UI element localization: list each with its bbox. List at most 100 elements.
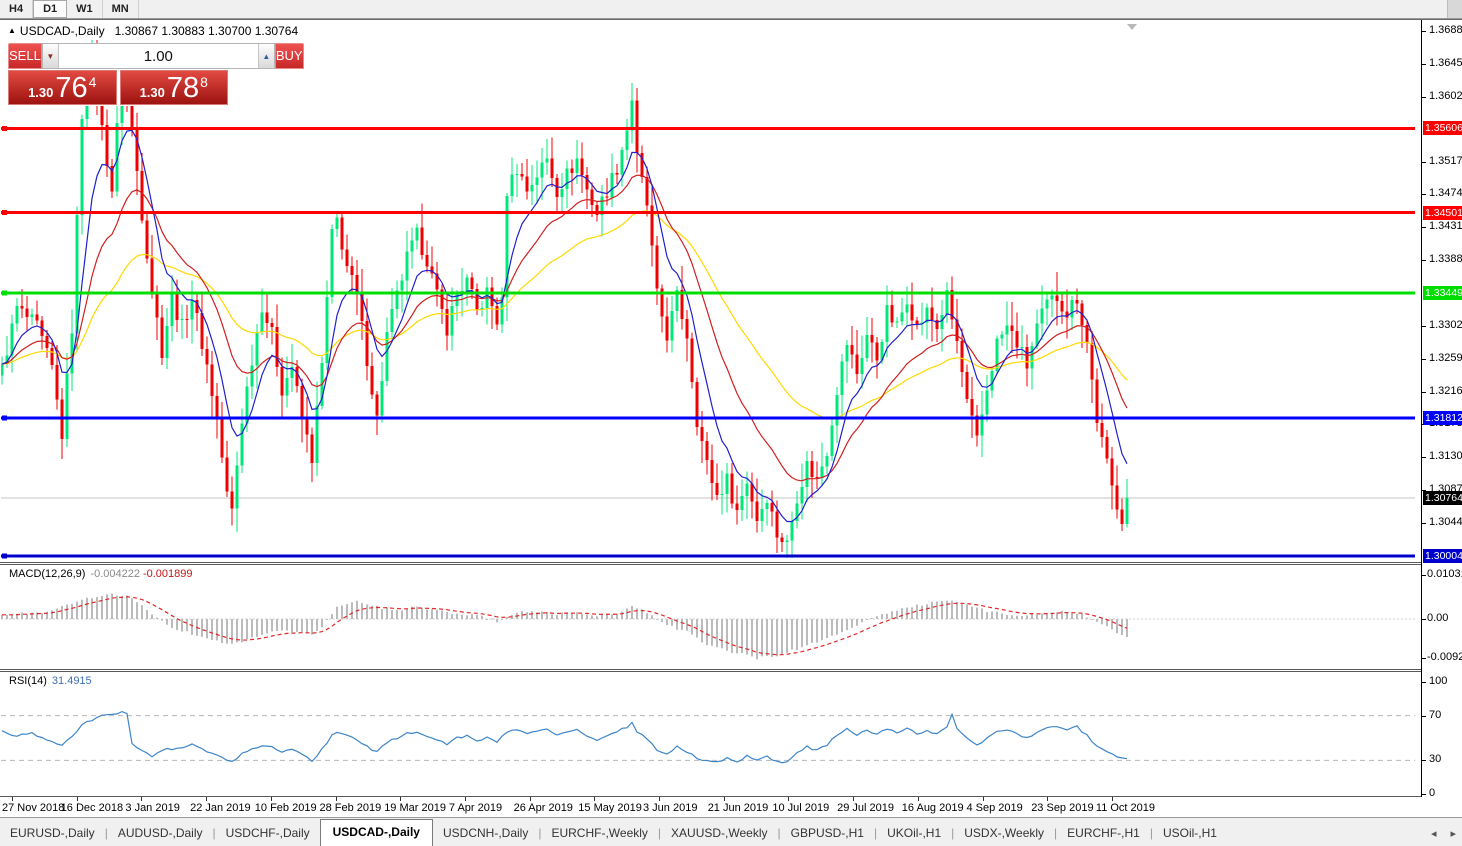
pane-separator[interactable] [0, 562, 1421, 563]
chart-tab-usdcad-daily[interactable]: USDCAD-,Daily [319, 819, 433, 846]
level-price-label: 1.35606 [1423, 121, 1462, 136]
date-label: 15 May 2019 [578, 802, 642, 814]
price-axis[interactable]: 1.36880 1.36450 1.36020 1.35170 1.34740 1.343… [1421, 20, 1462, 797]
date-tick [206, 797, 208, 801]
price-tick-label: 1.36020 [1429, 89, 1462, 102]
sell-price-big: 76 [55, 72, 88, 104]
date-label: 27 Nov 2018 [2, 802, 65, 814]
chart-tab-usdx-weekly[interactable]: USDX-,Weekly [964, 826, 1045, 840]
date-axis[interactable]: 27 Nov 2018 16 Dec 2018 3 Jan 2019 22 Jan 2… [1, 797, 1421, 818]
up-arrow-icon: ▲ [262, 51, 271, 61]
date-tick [1111, 797, 1113, 801]
chart-title: ▲ USDCAD-,Daily 1.30867 1.30883 1.30700 1.… [8, 24, 438, 40]
chart-tab-eurusd-daily[interactable]: EURUSD-,Daily [10, 826, 95, 840]
date-label: 11 Oct 2019 [1095, 802, 1156, 814]
date-tick [917, 797, 919, 801]
volume-decrease-button[interactable]: ▼ [42, 44, 59, 68]
toolbar-corner [1447, 0, 1462, 18]
macd-main-value: -0.004222 [90, 568, 140, 580]
level-price-label: 1.34501 [1423, 205, 1462, 220]
price-tick-label: 1.35170 [1429, 154, 1462, 167]
pane-separator[interactable] [0, 669, 1421, 670]
buy-price-big: 78 [166, 72, 200, 104]
chart-tab-xauusd-weekly[interactable]: XAUUSD-,Weekly [671, 826, 768, 840]
collapse-arrow-icon[interactable]: ▲ [8, 26, 16, 35]
chart-tab-eurchf-h1[interactable]: EURCHF-,H1 [1067, 826, 1140, 840]
horizontal-level-line[interactable] [1, 291, 1415, 295]
macd-tick-label: 0.00 [1427, 612, 1449, 624]
ohlc-values: 1.30867 1.30883 1.30700 1.30764 [114, 24, 299, 38]
chart-tab-bar: EURUSD-,Daily | AUDUSD-,Daily | USDCHF-,Dail… [0, 817, 1462, 846]
axis-tick [1422, 358, 1426, 360]
axis-tick [1422, 161, 1426, 163]
timeframe-button-w1[interactable]: W1 [67, 0, 103, 18]
chart-tab-audusd-daily[interactable]: AUDUSD-,Daily [117, 826, 203, 840]
chart-tab-gbpusd-h1[interactable]: GBPUSD-,H1 [790, 826, 864, 840]
buy-button[interactable]: BUY [274, 43, 304, 69]
price-tick-label: 1.36450 [1429, 56, 1462, 69]
price-chart[interactable] [1, 21, 1415, 561]
axis-tick [1422, 325, 1426, 327]
price-tick-label: 1.33880 [1429, 253, 1462, 266]
date-tick [141, 797, 143, 801]
date-tick [76, 797, 78, 801]
horizontal-level-line[interactable] [1, 126, 1415, 130]
date-tick [982, 797, 984, 801]
date-label: 22 Jan 2019 [190, 802, 251, 814]
horizontal-level-line[interactable] [1, 554, 1415, 558]
price-tick-label: 1.34740 [1429, 187, 1462, 200]
axis-tick [1422, 794, 1426, 795]
chart-tab-eurchf-weekly[interactable]: EURCHF-,Weekly [551, 826, 648, 840]
x-axis-line [0, 796, 1421, 797]
macd-pane[interactable] [1, 565, 1415, 668]
rsi-tick-label: 30 [1429, 753, 1442, 766]
chart-tab-usdcnh-daily[interactable]: USDCNH-,Daily [442, 826, 529, 840]
chart-tab-ukoil-h1[interactable]: UKOil-,H1 [887, 826, 942, 840]
macd-signal-value: -0.001899 [142, 568, 193, 580]
sell-price-button[interactable]: 1.30 76 4 [8, 70, 117, 105]
price-tick-label: 1.32590 [1429, 351, 1462, 364]
date-tick [270, 797, 272, 801]
rsi-pane[interactable] [1, 672, 1415, 796]
volume-input[interactable] [58, 44, 258, 68]
chart-tab-usoil-h1[interactable]: USOil-,H1 [1162, 826, 1217, 840]
axis-tick [1422, 194, 1426, 196]
scroll-to-end-marker-icon[interactable] [1127, 24, 1137, 30]
axis-tick [1422, 715, 1426, 717]
chart-tab-usdchf-daily[interactable]: USDCHF-,Daily [225, 826, 310, 840]
timeframe-button-d1[interactable]: D1 [33, 0, 68, 18]
moving-average-line [1, 129, 1128, 523]
axis-tick [1422, 391, 1426, 393]
horizontal-level-line[interactable] [1, 416, 1415, 420]
timeframe-button-mn[interactable]: MN [103, 0, 139, 18]
pane-separator[interactable] [0, 564, 1421, 565]
tab-separator: | [951, 826, 955, 840]
tab-separator: | [1054, 826, 1058, 840]
axis-tick [1422, 31, 1426, 32]
level-price-label: 1.33449 [1423, 286, 1462, 301]
tab-scroll-right-icon[interactable]: ▸ [1450, 828, 1456, 840]
macd-tick-label: -0.009203 [1427, 651, 1462, 664]
volume-increase-button[interactable]: ▲ [257, 44, 274, 68]
axis-tick [1422, 96, 1426, 98]
horizontal-level-line[interactable] [1, 211, 1415, 215]
volume-spinner: ▼ ▲ [41, 43, 275, 69]
buy-price-prefix: 1.30 [139, 85, 165, 100]
date-label: 19 Mar 2019 [384, 802, 446, 814]
buy-price-button[interactable]: 1.30 78 8 [119, 70, 228, 105]
sell-price-prefix: 1.30 [28, 85, 54, 100]
tab-scroll-left-icon[interactable]: ◂ [1430, 828, 1437, 840]
pane-separator[interactable] [0, 671, 1421, 672]
rsi-tick-label: 100 [1429, 675, 1448, 687]
rsi-tick-label: 70 [1429, 708, 1442, 721]
sell-button[interactable]: SELL [8, 43, 42, 69]
axis-tick [1422, 575, 1426, 576]
axis-tick [1422, 227, 1426, 229]
price-tick-label: 1.30440 [1429, 515, 1462, 528]
tab-separator: | [777, 826, 781, 840]
timeframe-button-h4[interactable]: H4 [0, 0, 34, 18]
tab-separator: | [1149, 826, 1153, 840]
axis-tick [1422, 63, 1426, 65]
axis-tick [1422, 457, 1426, 459]
date-tick [335, 797, 337, 801]
